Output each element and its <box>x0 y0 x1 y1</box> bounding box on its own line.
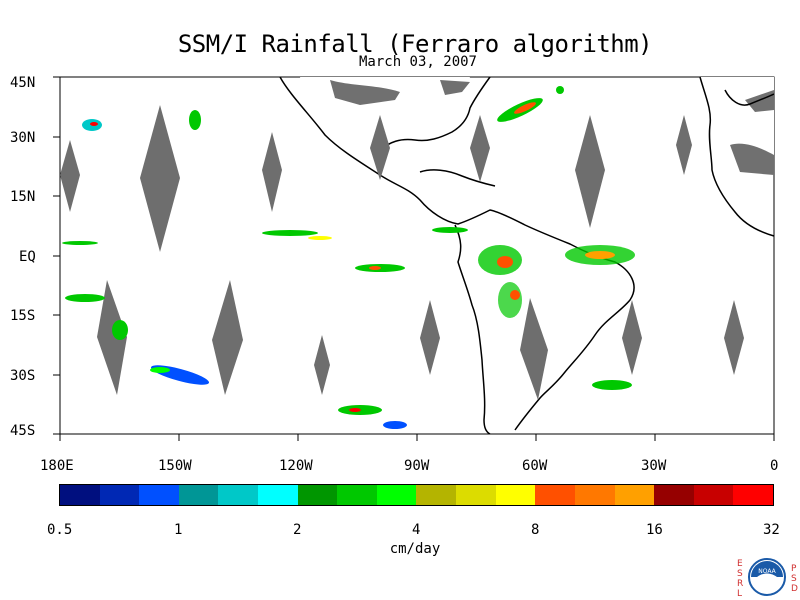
map-title: SSM/I Rainfall (Ferraro algorithm) <box>177 30 653 58</box>
colorbar-swatch <box>456 485 496 505</box>
colorbar-swatch <box>178 485 219 505</box>
rainfall-patches <box>62 86 635 429</box>
coastline-africa-west <box>699 76 775 237</box>
lon-label-150w: 150W <box>158 458 192 474</box>
colorbar-label-4: 4 <box>412 522 421 538</box>
land-gray-patch <box>440 80 470 95</box>
lat-label-eq: EQ <box>19 249 36 265</box>
colorbar-label-2: 2 <box>293 522 302 538</box>
colorbar-swatch <box>297 485 338 505</box>
colorbar-swatch <box>535 485 575 505</box>
land-gray-patch <box>745 90 774 112</box>
colorbar-swatch <box>495 485 536 505</box>
lat-label-30n: 30N <box>10 130 36 146</box>
lat-label-30s: 30S <box>10 368 36 384</box>
lat-label-15n: 15N <box>10 189 36 205</box>
lon-label-120w: 120W <box>279 458 313 474</box>
rainfall-colorbar <box>59 484 774 506</box>
noaa-emblem-icon: NOAA <box>748 558 786 596</box>
colorbar-swatch <box>99 485 140 505</box>
coastline-europe <box>724 89 775 106</box>
lon-label-60w: 60W <box>522 458 548 474</box>
colorbar-swatch <box>258 485 298 505</box>
lon-label-30w: 30W <box>641 458 667 474</box>
lat-label-15s: 15S <box>10 308 36 324</box>
map-date: March 03, 2007 <box>358 54 477 70</box>
logo-left-letters: E S R L <box>737 559 744 599</box>
land-gray-patch <box>730 143 774 175</box>
colorbar-swatch <box>416 485 457 505</box>
lon-label-90w: 90W <box>404 458 430 474</box>
lon-label-0: 0 <box>770 458 779 474</box>
colorbar-label-1: 1 <box>174 522 183 538</box>
colorbar-swatch <box>614 485 655 505</box>
colorbar-label-16: 16 <box>646 522 663 538</box>
caribbean-islands <box>419 169 496 187</box>
logo-right-letters: P S D <box>791 564 798 594</box>
lat-label-45n: 45N <box>10 75 36 91</box>
coastline-north-america-east <box>379 76 491 151</box>
colorbar-swatch <box>654 485 694 505</box>
satellite-gap-swaths <box>60 105 744 400</box>
tick-marks <box>53 76 775 441</box>
colorbar-swatch <box>337 485 377 505</box>
colorbar-swatch <box>376 485 417 505</box>
colorbar-label-8: 8 <box>531 522 540 538</box>
colorbar-swatch <box>218 485 259 505</box>
colorbar-swatch <box>733 485 773 505</box>
land-gray-patch <box>330 80 400 105</box>
noaa-text: NOAA <box>758 568 776 575</box>
coastline-south-america-west <box>454 224 491 435</box>
lat-label-45s: 45S <box>10 423 36 439</box>
colorbar-swatch <box>693 485 734 505</box>
colorbar-swatch <box>139 485 179 505</box>
colorbar-label-32: 32 <box>763 522 780 538</box>
lon-label-180e: 180E <box>40 458 74 474</box>
colorbar-swatch <box>60 485 100 505</box>
colorbar-units: cm/day <box>389 541 441 557</box>
colorbar-label-0-5: 0.5 <box>47 522 73 538</box>
colorbar-swatch <box>574 485 615 505</box>
coastlines <box>279 76 775 435</box>
noaa-esrl-psd-logo: E S R L NOAA P S D <box>735 555 800 600</box>
